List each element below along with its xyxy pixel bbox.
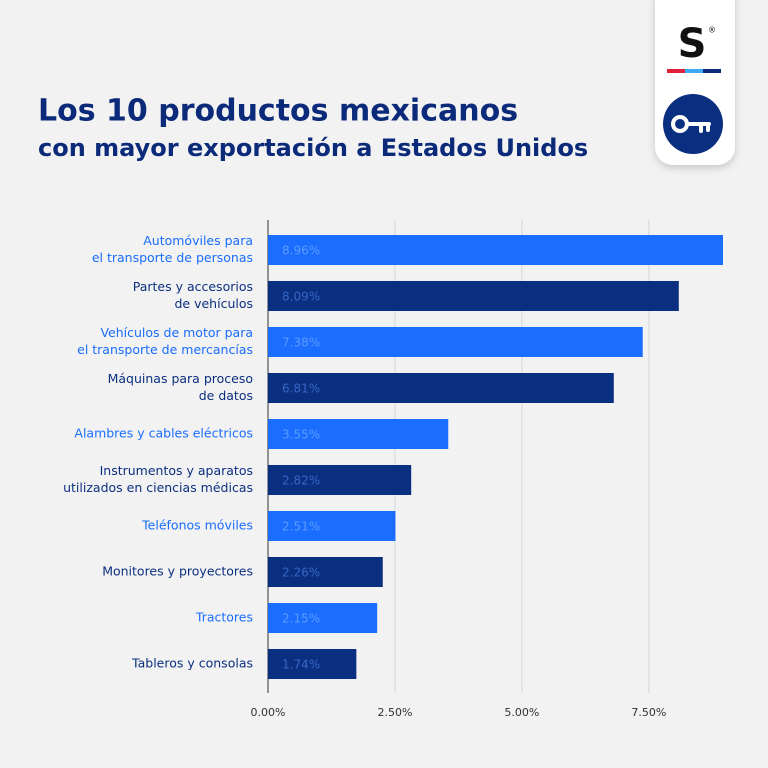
value-label: 2.51% [282,520,320,534]
logo-stripe [703,69,721,73]
chart-title: con mayor exportación a Estados Unidos [38,134,588,162]
y-tick-label: el transporte de mercancías [77,342,253,357]
x-tick-label: 5.00% [504,706,539,719]
bar [268,281,679,311]
y-tick-label: Monitores y proyectores [102,564,253,579]
value-label: 2.82% [282,474,320,488]
y-tick-label: Instrumentos y aparatos [100,463,253,478]
value-label: 3.55% [282,428,320,442]
value-label: 8.96% [282,244,320,258]
bar [268,465,412,495]
y-tick-label: el transporte de personas [92,250,253,265]
value-label: 2.26% [282,566,320,580]
value-label: 6.81% [282,382,320,396]
value-label: 2.15% [282,612,320,626]
y-tick-label: de datos [199,388,253,403]
y-tick-label: utilizados en ciencias médicas [63,480,253,495]
y-tick-label: Partes y accesorios [133,279,253,294]
bar [268,235,723,265]
bar [268,557,383,587]
key-icon [671,115,711,133]
y-tick-label: Teléfonos móviles [141,518,253,533]
y-tick-label: Alambres y cables eléctricos [74,426,253,441]
logo-stripe [667,69,685,73]
y-tick-label: Vehículos de motor para [100,325,253,340]
y-tick-label: Máquinas para proceso [108,371,253,386]
y-tick-label: Tableros y consolas [131,656,253,671]
x-tick-label: 0.00% [251,706,286,719]
bar [268,327,643,357]
value-label: 8.09% [282,290,320,304]
y-tick-label: de vehículos [174,296,253,311]
chart-title: Los 10 productos mexicanos [38,94,518,129]
x-tick-label: 7.50% [631,706,666,719]
y-tick-label: Automóviles para [143,233,253,248]
bar [268,511,396,541]
logo-stripe [685,69,703,73]
bar [268,373,614,403]
bar [268,603,378,633]
y-tick-label: Tractores [195,610,253,625]
logo-card: S ® [655,0,735,165]
value-label: 1.74% [282,658,320,672]
bar [268,419,449,449]
x-tick-label: 2.50% [377,706,412,719]
logo-registered: ® [708,26,716,35]
value-label: 7.38% [282,336,320,350]
logo-letter: S [678,21,707,67]
bar [268,649,357,679]
